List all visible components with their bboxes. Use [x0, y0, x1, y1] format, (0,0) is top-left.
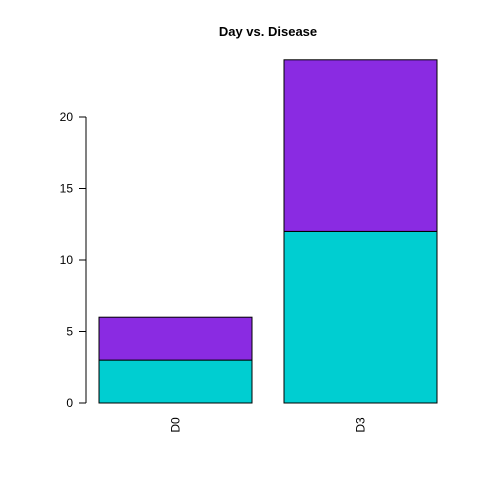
y-tick-label: 10	[60, 253, 74, 267]
x-tick-label: D3	[354, 417, 368, 433]
y-tick-label: 20	[60, 110, 74, 124]
x-tick-label: D0	[169, 417, 183, 433]
bar-d0-segment-2	[98, 316, 253, 361]
x-axis-labels: D0 D3	[169, 417, 368, 433]
bar-d3-segment-2	[283, 59, 438, 232]
chart-title: Day vs. Disease	[219, 24, 317, 39]
y-tick-label: 15	[60, 182, 74, 196]
y-tick-label: 0	[66, 396, 73, 410]
bar-d0-segment-1	[98, 359, 253, 404]
y-tick-label: 5	[66, 325, 73, 339]
bar-d3-segment-1	[283, 230, 438, 404]
bar-area	[98, 59, 438, 404]
y-axis: 0 5 10 15 20	[60, 110, 87, 410]
